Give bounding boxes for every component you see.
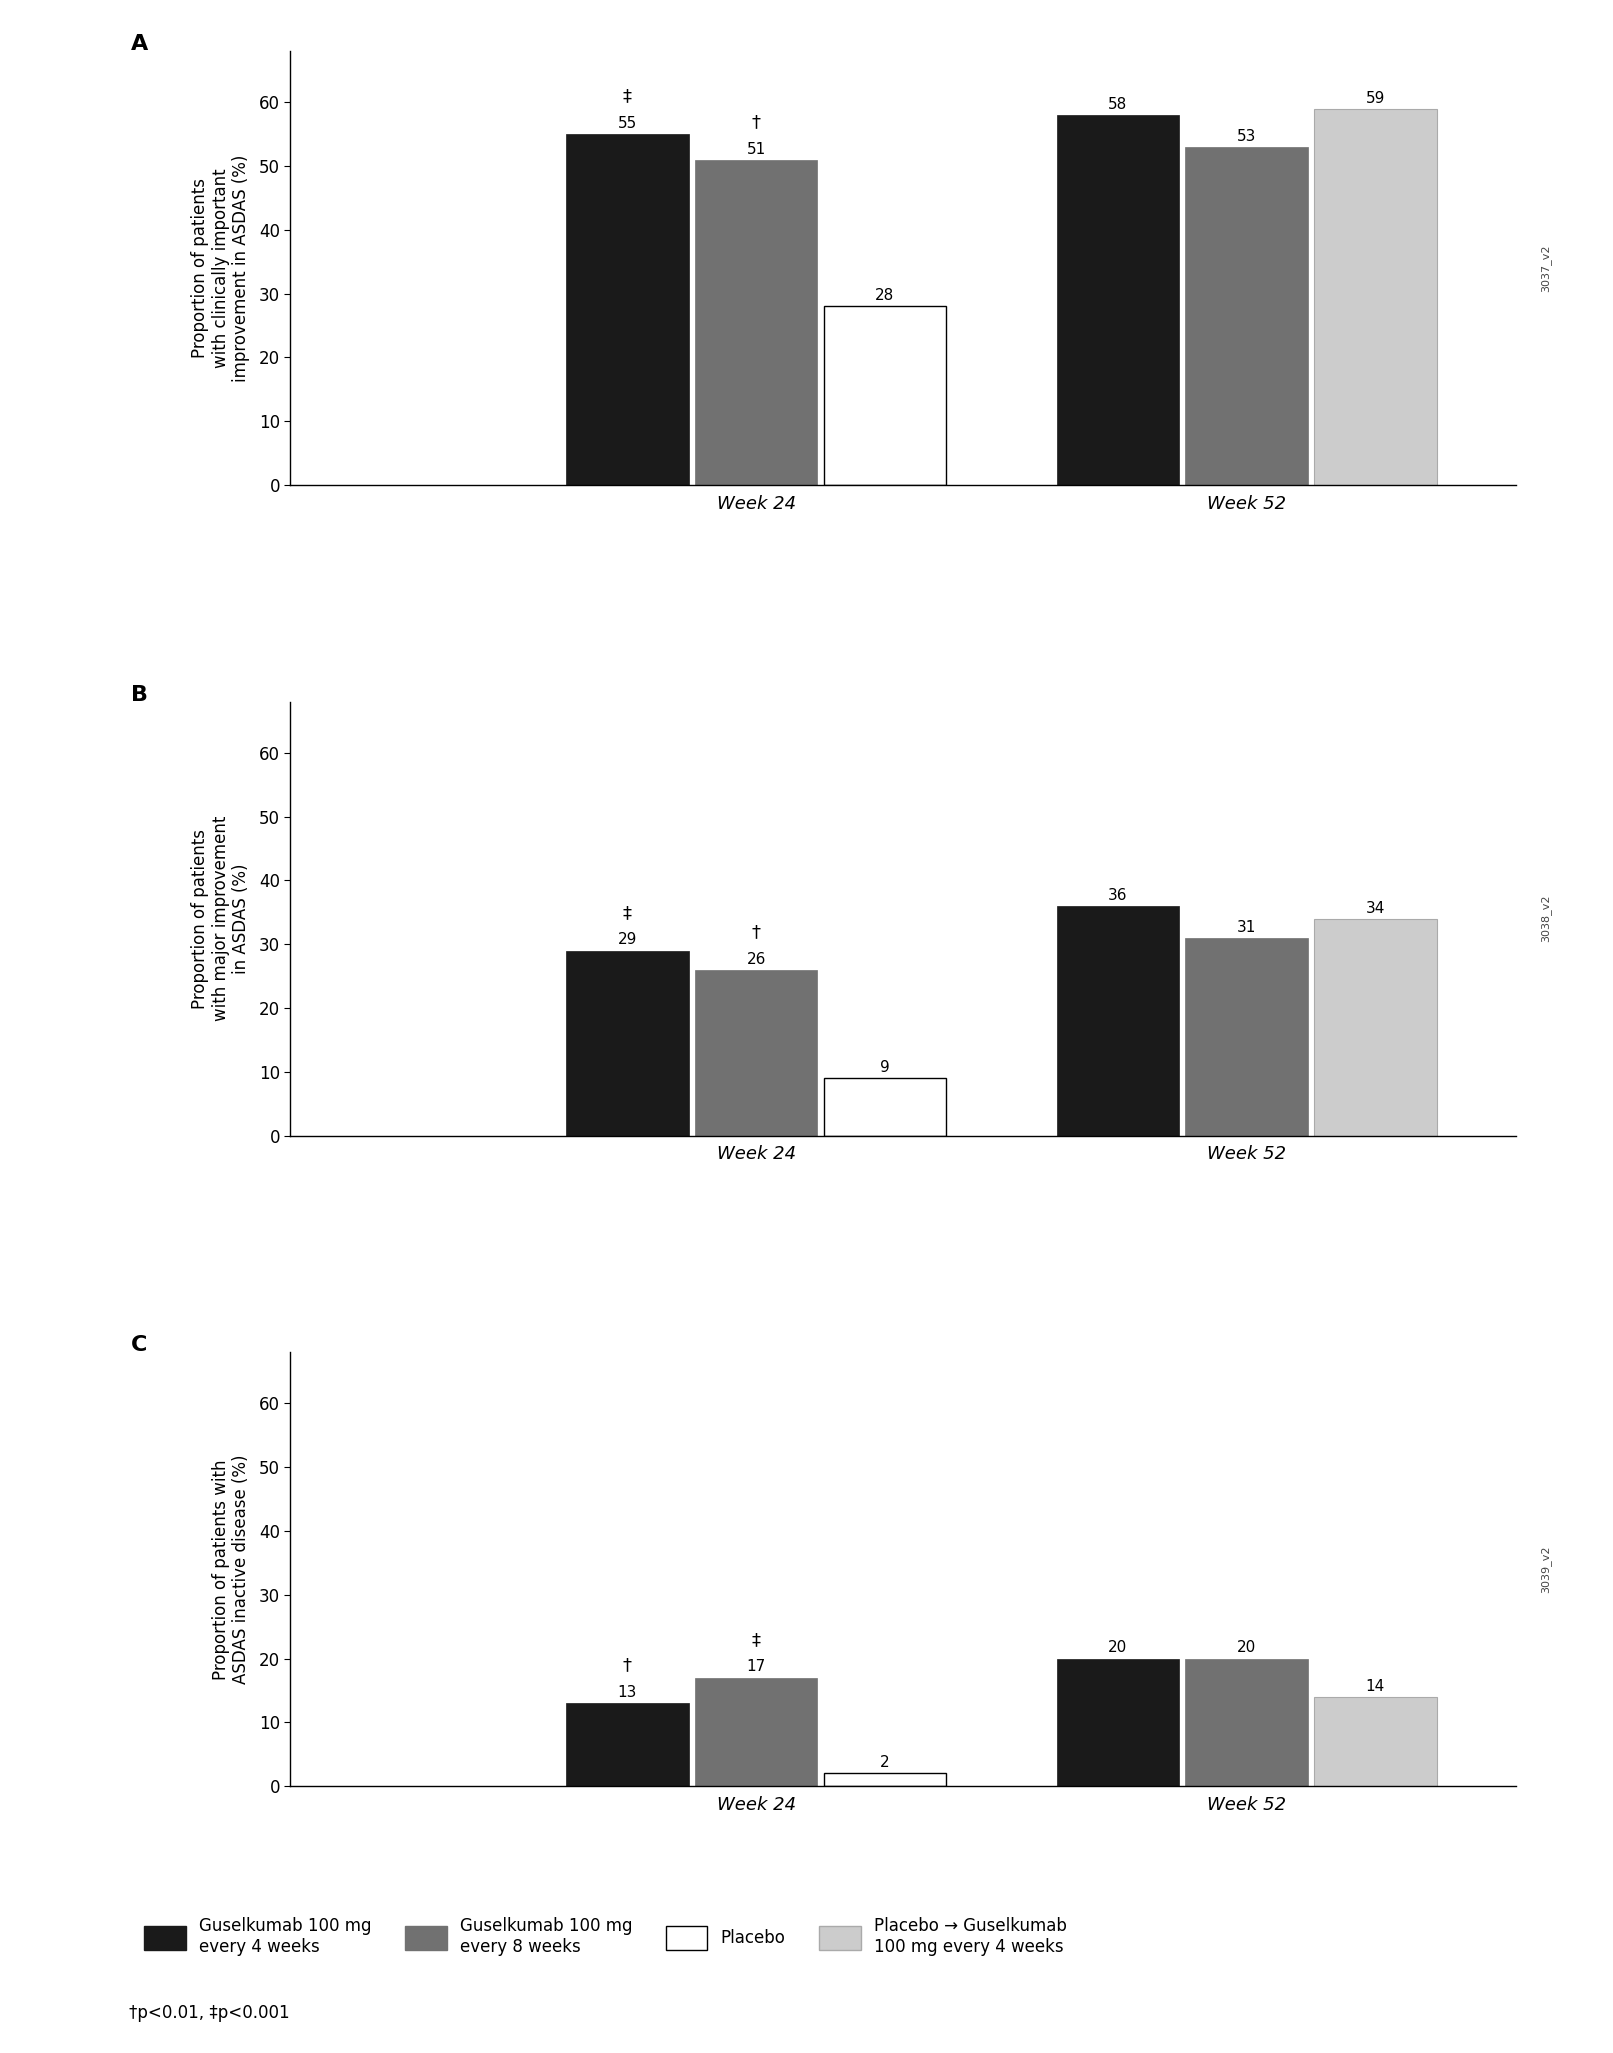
Bar <box>566 1704 689 1786</box>
Legend: Guselkumab 100 mg
every 4 weeks, Guselkumab 100 mg
every 8 weeks, Placebo, Place: Guselkumab 100 mg every 4 weeks, Guselku… <box>137 1911 1074 1963</box>
Bar <box>1315 109 1437 485</box>
Bar <box>566 951 689 1135</box>
Bar <box>1057 1659 1179 1786</box>
Text: 13: 13 <box>618 1686 637 1700</box>
Text: 17: 17 <box>747 1659 766 1675</box>
Text: 29: 29 <box>618 932 637 946</box>
Bar <box>1315 1698 1437 1786</box>
Bar <box>1057 115 1179 485</box>
Bar <box>1186 148 1308 485</box>
Text: 20: 20 <box>1108 1640 1127 1655</box>
Text: †: † <box>752 924 761 940</box>
Text: 36: 36 <box>1108 887 1127 903</box>
Text: 53: 53 <box>1237 129 1257 144</box>
Y-axis label: Proportion of patients
with major improvement
in ASDAS (%): Proportion of patients with major improv… <box>190 815 250 1022</box>
Text: C: C <box>131 1334 147 1355</box>
Bar <box>1315 920 1437 1135</box>
Text: 59: 59 <box>1366 90 1386 105</box>
Text: 34: 34 <box>1366 901 1386 916</box>
Bar <box>695 969 818 1135</box>
Text: 55: 55 <box>618 117 637 131</box>
Text: ‡: ‡ <box>623 88 632 105</box>
Text: 3038_v2: 3038_v2 <box>1540 895 1552 942</box>
Text: 3037_v2: 3037_v2 <box>1540 244 1552 292</box>
Bar <box>1057 905 1179 1135</box>
Bar <box>695 160 818 485</box>
Bar <box>1186 938 1308 1135</box>
Text: ‡: ‡ <box>752 1630 761 1649</box>
Bar <box>566 133 689 485</box>
Text: †: † <box>623 1657 632 1675</box>
Bar <box>824 306 947 485</box>
Text: 2: 2 <box>881 1755 890 1770</box>
Bar <box>695 1677 818 1786</box>
Text: 28: 28 <box>876 287 895 304</box>
Text: B: B <box>131 684 148 704</box>
Y-axis label: Proportion of patients with
ASDAS inactive disease (%): Proportion of patients with ASDAS inacti… <box>211 1454 250 1683</box>
Bar <box>824 1078 947 1135</box>
Text: ‡: ‡ <box>623 903 632 922</box>
Text: 26: 26 <box>747 951 766 967</box>
Text: 14: 14 <box>1366 1679 1386 1694</box>
Text: 20: 20 <box>1237 1640 1257 1655</box>
Text: †p<0.01, ‡p<0.001: †p<0.01, ‡p<0.001 <box>129 2004 290 2022</box>
Text: 31: 31 <box>1237 920 1257 934</box>
Text: A: A <box>131 35 148 53</box>
Y-axis label: Proportion of patients
with clinically important
improvement in ASDAS (%): Proportion of patients with clinically i… <box>190 154 250 382</box>
Text: 51: 51 <box>747 142 766 156</box>
Text: 3039_v2: 3039_v2 <box>1540 1546 1552 1593</box>
Text: 9: 9 <box>881 1059 890 1076</box>
Bar <box>1186 1659 1308 1786</box>
Text: 58: 58 <box>1108 96 1127 113</box>
Text: †: † <box>752 113 761 131</box>
Bar <box>824 1774 947 1786</box>
